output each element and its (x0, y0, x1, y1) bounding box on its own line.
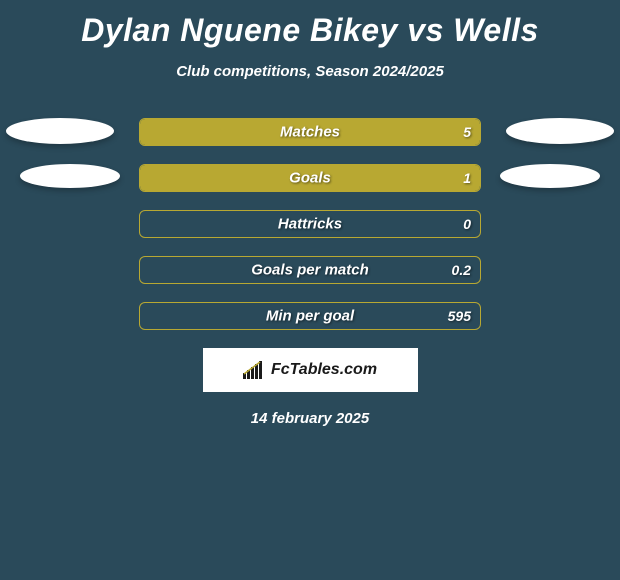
page-subtitle: Club competitions, Season 2024/2025 (0, 63, 620, 80)
stat-label: Matches (280, 124, 340, 141)
logo-bars-icon (243, 361, 265, 379)
stat-value-right: 1 (463, 170, 471, 186)
stat-value-right: 5 (463, 124, 471, 140)
stat-row: Matches 5 (139, 118, 481, 146)
logo-text: FcTables.com (271, 361, 377, 379)
stat-row: Hattricks 0 (139, 210, 481, 238)
stat-row: Min per goal 595 (139, 302, 481, 330)
fctables-logo: FcTables.com (203, 348, 418, 392)
comparison-bars: Matches 5 Goals 1 Hattricks 0 Goals per match 0… (139, 118, 481, 330)
stat-value-right: 0.2 (452, 262, 471, 278)
stat-label: Goals per match (251, 262, 369, 279)
stat-row: Goals 1 (139, 164, 481, 192)
stat-label: Min per goal (266, 308, 354, 325)
page-title: Dylan Nguene Bikey vs Wells (0, 0, 620, 49)
player-left-ellipse-1 (6, 118, 114, 144)
stat-label: Hattricks (278, 216, 342, 233)
date-text: 14 february 2025 (0, 410, 620, 427)
stats-area: Matches 5 Goals 1 Hattricks 0 Goals per match 0… (0, 118, 620, 330)
player-right-ellipse-2 (500, 164, 600, 188)
stat-row: Goals per match 0.2 (139, 256, 481, 284)
stat-label: Goals (289, 170, 331, 187)
stat-value-right: 0 (463, 216, 471, 232)
player-right-ellipse-1 (506, 118, 614, 144)
player-left-ellipse-2 (20, 164, 120, 188)
stat-value-right: 595 (448, 308, 471, 324)
